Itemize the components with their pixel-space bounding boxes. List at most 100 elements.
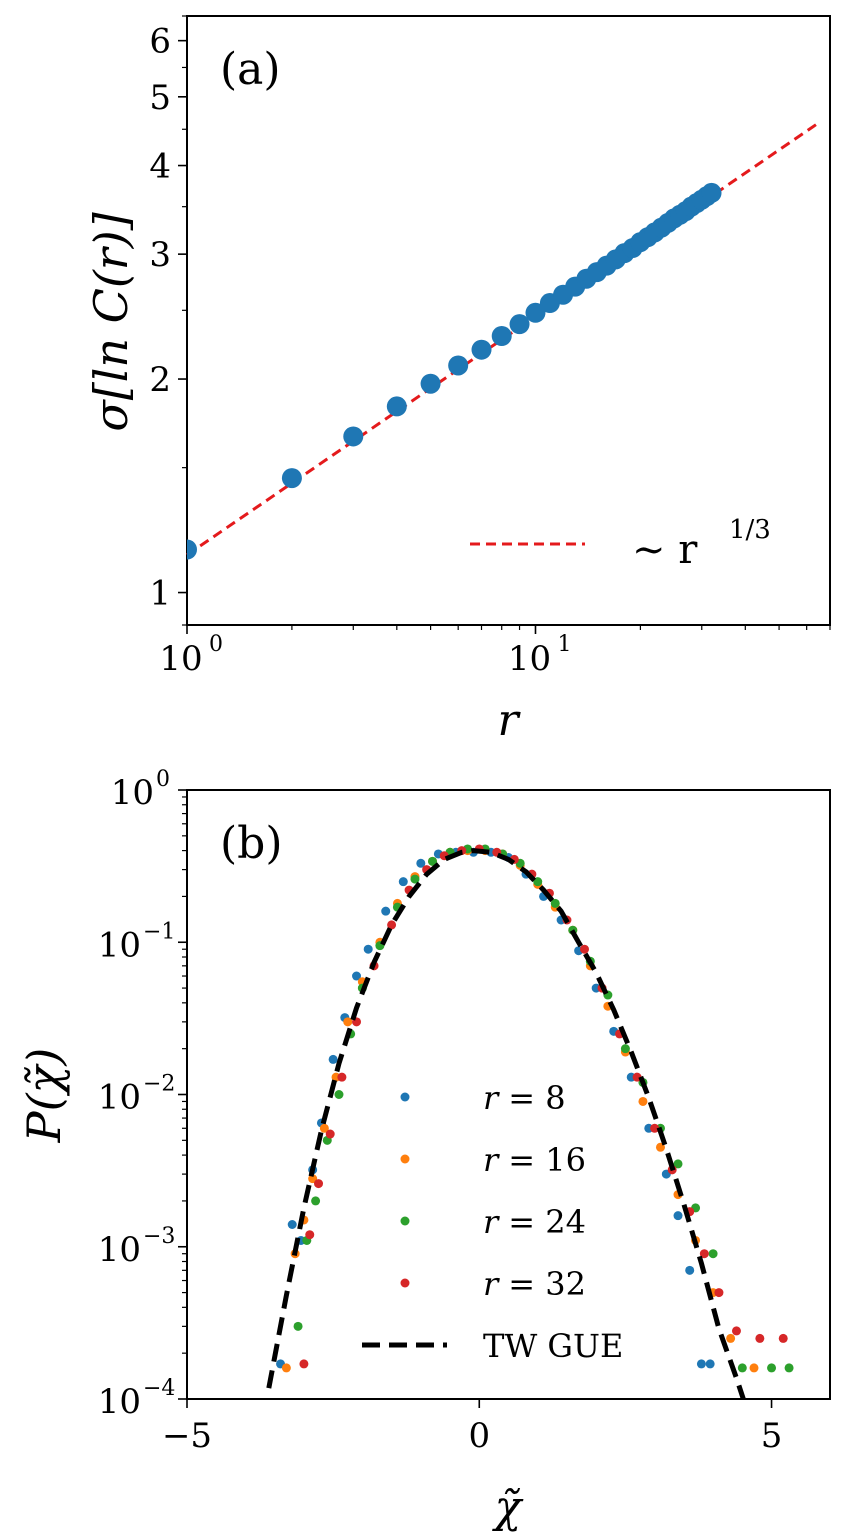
data-point xyxy=(420,373,441,394)
data-point xyxy=(398,877,408,887)
y-tick-exponent: 0 xyxy=(156,767,170,792)
panel-b-ylabel: P(χ̃) xyxy=(17,1048,71,1144)
y-tick-label: 10 xyxy=(98,1078,141,1118)
data-point xyxy=(731,1326,741,1336)
x-tick-label: −5 xyxy=(162,1416,212,1456)
legend-marker xyxy=(400,1092,410,1102)
y-tick-label: 2 xyxy=(149,360,171,400)
data-point xyxy=(343,1017,353,1027)
legend-marker xyxy=(400,1154,410,1164)
data-point xyxy=(685,1265,695,1275)
x-tick-label: 10 xyxy=(159,639,202,679)
data-point xyxy=(550,898,560,908)
data-point xyxy=(352,971,362,981)
y-tick-label: 3 xyxy=(149,235,171,275)
legend-fit-exp: 1/3 xyxy=(729,515,771,545)
legend-eq: = 8 xyxy=(508,1079,565,1117)
x-tick-exponent: 0 xyxy=(209,632,223,657)
data-point xyxy=(416,858,426,868)
data-point xyxy=(708,1249,718,1259)
data-point xyxy=(533,877,543,887)
data-point xyxy=(428,856,438,866)
data-point xyxy=(314,1179,324,1189)
y-tick-label: 10 xyxy=(98,925,141,965)
data-point xyxy=(299,1359,309,1369)
panel-a-points xyxy=(187,182,722,560)
y-tick-label: 1 xyxy=(149,574,171,614)
data-point xyxy=(293,1321,303,1331)
data-point xyxy=(471,339,492,360)
legend-label: r = 24 xyxy=(483,1203,586,1241)
data-point xyxy=(343,426,364,447)
data-point xyxy=(767,1363,777,1373)
data-point xyxy=(311,1196,321,1206)
x-tick-exponent: 1 xyxy=(557,632,571,657)
legend-eq: = 32 xyxy=(508,1265,586,1303)
data-point xyxy=(699,1249,709,1259)
panel-a-legend: ∼ r 1/3 xyxy=(470,515,771,573)
legend-marker xyxy=(400,1278,410,1288)
data-point xyxy=(638,1096,648,1106)
legend-eq: = 24 xyxy=(508,1203,586,1241)
data-point xyxy=(281,468,302,489)
y-tick-exponent: −3 xyxy=(143,1224,175,1249)
x-tick-label: 0 xyxy=(468,1416,490,1456)
panel-a-label: (a) xyxy=(220,44,281,95)
data-point xyxy=(784,1363,794,1373)
data-point xyxy=(673,1159,683,1169)
data-point xyxy=(305,1230,315,1240)
legend-eq: = 16 xyxy=(508,1141,586,1179)
data-point xyxy=(714,1288,724,1298)
panel-b-xlabel: χ̃ xyxy=(492,1482,524,1533)
data-point xyxy=(287,1220,297,1230)
data-point xyxy=(319,1123,329,1133)
data-point xyxy=(448,355,469,376)
data-point xyxy=(579,944,589,954)
data-point xyxy=(620,1044,630,1054)
y-tick-label: 10 xyxy=(111,773,154,813)
data-point xyxy=(325,1129,335,1139)
data-point xyxy=(726,1333,736,1343)
data-point xyxy=(509,314,530,335)
legend-fit-text: ∼ r xyxy=(632,527,698,573)
data-point xyxy=(187,539,197,560)
data-point xyxy=(778,1333,788,1343)
data-point xyxy=(363,944,373,954)
x-tick-label: 5 xyxy=(761,1416,783,1456)
y-tick-label: 5 xyxy=(149,78,171,118)
data-point xyxy=(737,1363,747,1373)
legend-label: r = 32 xyxy=(483,1265,586,1303)
tw-gue-curve xyxy=(266,848,746,1399)
panel-b-label: (b) xyxy=(220,818,283,869)
data-point xyxy=(337,1072,347,1082)
legend-var: r xyxy=(483,1265,500,1303)
panel-a-xlabel: r xyxy=(497,695,521,746)
legend-var: r xyxy=(483,1079,500,1117)
data-point xyxy=(705,1359,715,1369)
legend-label: r = 16 xyxy=(483,1141,586,1179)
y-tick-exponent: −4 xyxy=(143,1376,175,1401)
y-tick-label: 4 xyxy=(149,147,171,187)
y-tick-label: 10 xyxy=(98,1382,141,1422)
data-point xyxy=(749,1363,759,1373)
x-tick-label: 10 xyxy=(508,639,551,679)
legend-var: r xyxy=(483,1141,500,1179)
panel-a-ylabel: σ[ln C(r)] xyxy=(84,212,138,431)
data-point xyxy=(696,1359,706,1369)
data-point xyxy=(410,874,420,884)
y-tick-exponent: −1 xyxy=(143,919,175,944)
data-point xyxy=(381,906,391,916)
y-tick-exponent: −2 xyxy=(143,1072,175,1097)
legend-marker xyxy=(400,1216,410,1226)
panel-b-tw-curve xyxy=(266,848,746,1399)
panel-a-frame xyxy=(186,15,831,626)
data-point xyxy=(701,182,722,203)
data-point xyxy=(491,325,512,346)
y-tick-label: 10 xyxy=(98,1230,141,1270)
legend-fit-label: ∼ r xyxy=(632,527,698,573)
